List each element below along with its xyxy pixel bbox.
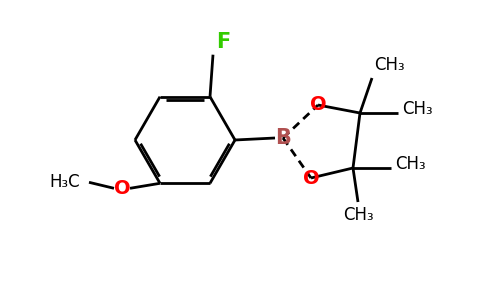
Text: CH₃: CH₃ [395,155,425,173]
Text: F: F [216,32,230,52]
Text: B: B [275,128,291,148]
Text: H₃C: H₃C [49,173,80,191]
Text: O: O [302,169,319,188]
Text: O: O [310,95,326,115]
Text: CH₃: CH₃ [402,100,433,118]
Text: CH₃: CH₃ [343,206,373,224]
Text: CH₃: CH₃ [374,56,405,74]
Text: O: O [114,179,130,198]
